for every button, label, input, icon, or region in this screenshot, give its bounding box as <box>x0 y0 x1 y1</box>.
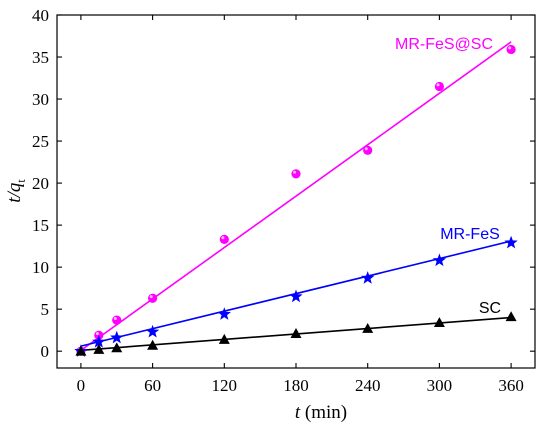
point-mr-fes-sc-30 <box>112 315 122 325</box>
plot-frame <box>56 14 536 369</box>
x-tick-label-300: 300 <box>427 376 453 395</box>
point-sc-60 <box>147 339 159 350</box>
point-sc-15 <box>93 344 105 354</box>
y-tick-label-10: 10 <box>32 258 49 277</box>
point-mr-fes-sc-180-highlight <box>293 170 297 174</box>
series-labels: MR-FeS@SC MR-FeS SC <box>395 36 501 317</box>
series-label-mr-fes-sc: MR-FeS@SC <box>395 36 493 53</box>
y-axis-title: t/qt <box>4 179 28 203</box>
point-mr-fes-15 <box>92 334 106 348</box>
point-sc-300 <box>433 317 445 328</box>
y-tick-label-0: 0 <box>41 342 50 361</box>
y-axis-sub: t <box>14 179 28 183</box>
point-mr-fes-sc-60-highlight <box>149 295 153 299</box>
series-label-sc: SC <box>479 300 501 317</box>
point-mr-fes-sc-240 <box>363 145 373 155</box>
point-mr-fes-sc-120-highlight <box>221 236 225 240</box>
y-tick-label-15: 15 <box>32 216 49 235</box>
point-mr-fes-sc-300-highlight <box>436 83 440 87</box>
fit-line-mr-fes-sc <box>80 41 512 352</box>
axis-ticks: 0 60 120 180 240 300 360 0 5 10 15 20 25 30 35 40 <box>32 6 535 395</box>
point-mr-fes-sc-240-highlight <box>364 147 368 151</box>
y-tick-label-35: 35 <box>32 48 49 67</box>
y-tick-label-25: 25 <box>32 132 49 151</box>
point-sc-30 <box>111 342 123 353</box>
x-tick-label-60: 60 <box>144 376 161 395</box>
point-mr-fes-sc-300 <box>434 81 444 92</box>
point-mr-fes-sc-15-highlight <box>95 332 99 336</box>
point-sc-240 <box>362 322 374 333</box>
point-mr-fes-240 <box>361 271 375 284</box>
point-mr-fes-sc-360 <box>506 44 516 55</box>
x-tick-label-0: 0 <box>77 376 86 395</box>
x-tick-label-240: 240 <box>355 376 381 395</box>
point-mr-fes-sc-360-highlight <box>508 46 512 50</box>
point-mr-fes-sc-180 <box>291 169 301 179</box>
point-mr-fes-300 <box>432 253 447 267</box>
y-tick-label-30: 30 <box>32 90 49 109</box>
point-sc-0 <box>75 345 87 356</box>
data-points <box>74 44 518 357</box>
fit-lines <box>80 41 512 352</box>
point-mr-fes-30 <box>110 330 124 344</box>
x-tick-label-180: 180 <box>283 376 309 395</box>
series-label-mr-fes: MR-FeS <box>440 226 500 243</box>
y-tick-label-5: 5 <box>41 300 50 319</box>
point-mr-fes-180 <box>289 289 303 303</box>
point-sc-360 <box>505 311 517 322</box>
x-tick-label-120: 120 <box>212 376 238 395</box>
point-mr-fes-sc-30-highlight <box>113 316 117 320</box>
y-tick-label-40: 40 <box>32 6 49 25</box>
x-axis-title: t (min) <box>295 402 347 423</box>
point-mr-fes-120 <box>217 307 231 320</box>
x-axis-var: t <box>295 402 301 423</box>
point-sc-120 <box>218 333 230 344</box>
point-mr-fes-360 <box>504 235 518 249</box>
point-mr-fes-sc-120 <box>219 234 229 245</box>
point-mr-fes-sc-60 <box>148 293 158 303</box>
y-tick-label-20: 20 <box>32 174 49 193</box>
y-axis-var: t/q <box>4 182 25 203</box>
point-sc-180 <box>290 328 302 338</box>
x-tick-label-360: 360 <box>498 376 524 395</box>
point-mr-fes-60 <box>145 324 160 338</box>
x-axis-unit: (min) <box>300 402 347 423</box>
